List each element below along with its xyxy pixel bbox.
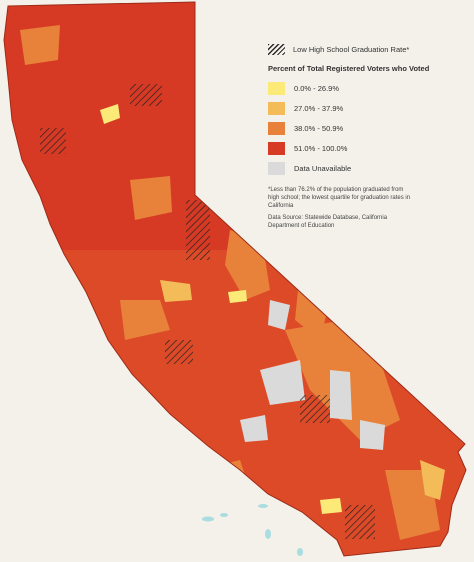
legend-swatch — [268, 142, 285, 156]
legend-label: 0.0% - 26.9% — [294, 84, 340, 94]
hatch-region-central — [165, 340, 193, 364]
legend-swatch — [268, 82, 285, 96]
hatch-region-coast — [40, 128, 66, 154]
legend-label: Data Unavailable — [294, 164, 352, 174]
na-region-mojave — [330, 370, 352, 420]
state-outline — [3, 1, 467, 557]
north-orange-region — [20, 25, 60, 65]
footnote: *Less than 76.2% of the population gradu… — [268, 187, 411, 209]
yellow-region-sierra — [228, 290, 247, 303]
na-region-inyo — [268, 300, 290, 330]
yellow-region-socal — [320, 498, 342, 514]
map-legend: Low High School Graduation Rate* Percent… — [268, 44, 468, 234]
legend-item: 27.0% - 37.9% — [268, 102, 468, 116]
valley-yellow-region — [160, 280, 192, 302]
yellow-region-se — [420, 460, 445, 500]
hatch-label: Low High School Graduation Rate* — [293, 44, 410, 54]
legend-label: 27.0% - 37.9% — [294, 104, 344, 114]
map-notes: *Less than 76.2% of the population gradu… — [268, 187, 416, 230]
legend-item: 0.0% - 26.9% — [268, 82, 468, 96]
hatch-region-sierra — [186, 200, 210, 260]
hatch-swatch — [268, 44, 285, 55]
hatch-region-kern — [300, 395, 330, 423]
na-region-east — [360, 420, 385, 450]
na-region-south — [240, 415, 268, 442]
legend-label: 51.0% - 100.0% — [294, 144, 348, 154]
legend-item: 51.0% - 100.0% — [268, 142, 468, 156]
legend-swatch — [268, 122, 285, 136]
hatch-region-north — [130, 84, 162, 106]
legend-item: 38.0% - 50.9% — [268, 122, 468, 136]
na-region-kern — [260, 360, 305, 405]
legend-item: Data Unavailable — [268, 162, 468, 176]
hatch-legend-row: Low High School Graduation Rate* — [268, 44, 468, 55]
yellow-region-north — [100, 104, 120, 124]
legend-heading: Percent of Total Registered Voters who V… — [268, 64, 430, 73]
channel-islands — [202, 504, 303, 556]
legend-label: 38.0% - 50.9% — [294, 124, 344, 134]
data-source: Data Source: Statewide Database, Califor… — [268, 214, 388, 229]
hatch-region-south — [345, 505, 375, 539]
sac-region — [130, 176, 172, 220]
legend-swatch — [268, 162, 285, 176]
coast-orange-region — [120, 300, 170, 340]
legend-swatch — [268, 102, 285, 116]
